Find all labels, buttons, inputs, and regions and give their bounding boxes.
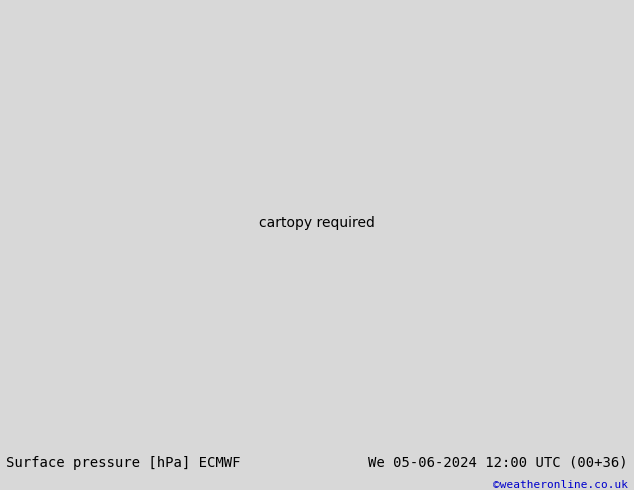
- Text: cartopy required: cartopy required: [259, 216, 375, 230]
- Text: We 05-06-2024 12:00 UTC (00+36): We 05-06-2024 12:00 UTC (00+36): [368, 456, 628, 470]
- Text: ©weatheronline.co.uk: ©weatheronline.co.uk: [493, 480, 628, 490]
- Text: Surface pressure [hPa] ECMWF: Surface pressure [hPa] ECMWF: [6, 456, 241, 470]
